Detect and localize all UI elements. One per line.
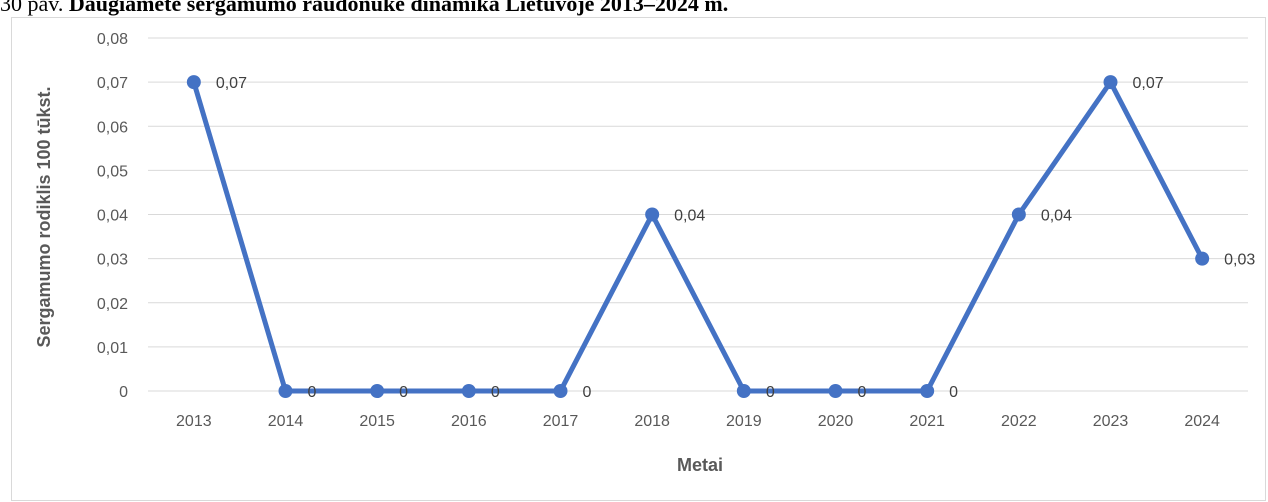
data-labels: 0,07 0 0 0 0 0,04 0 0 0 0,04 0,07 0,03 [216,75,1256,401]
data-label: 0,03 [1224,252,1255,269]
y-tick-label: 0,05 [97,163,128,180]
series-points [186,75,1210,398]
x-axis-title: Metai [677,455,723,475]
data-label: 0 [949,384,958,401]
figure-title: Daugiametė sergamumo raudonuke dinamika … [68,0,729,16]
data-label: 0 [766,384,775,401]
x-tick-label: 2023 [1093,413,1129,430]
figure-number: 30 pav. [0,0,64,16]
y-tick-label: 0,06 [97,119,128,136]
x-tick-label: 2016 [451,413,487,430]
y-axis-ticks: 0 0,01 0,02 0,03 0,04 0,05 0,06 0,07 0,08 [97,31,128,401]
x-axis-ticks: 2013 2014 2015 2016 2017 2018 2019 2020 2021 2022… [176,413,1220,430]
data-point [186,75,201,90]
x-tick-label: 2020 [818,413,854,430]
data-point [1103,75,1118,90]
y-tick-label: 0,03 [97,252,128,269]
data-point [370,384,385,398]
data-point [278,384,293,398]
data-label: 0,07 [216,75,247,92]
data-point [828,384,843,398]
x-tick-label: 2018 [634,413,670,430]
y-axis-title: Sergamumo rodiklis 100 tūkst. [34,86,54,347]
x-tick-label: 2024 [1184,413,1220,430]
data-label: 0,04 [1041,208,1072,225]
data-point [1195,251,1210,266]
series-line [191,79,1205,394]
y-tick-label: 0 [119,384,128,401]
data-point [736,384,751,398]
data-point [645,207,660,222]
data-point [920,384,935,398]
data-label: 0 [583,384,592,401]
data-label: 0 [858,384,867,401]
y-tick-label: 0,07 [97,75,128,92]
data-point [553,384,568,398]
y-tick-label: 0,08 [97,31,128,48]
x-tick-label: 2015 [359,413,395,430]
series-line-group [191,79,1205,394]
data-point [1011,207,1026,222]
data-label: 0,07 [1133,75,1164,92]
y-tick-label: 0,04 [97,208,128,225]
data-label: 0,04 [674,208,705,225]
x-tick-label: 2019 [726,413,762,430]
data-label: 0 [308,384,317,401]
x-tick-label: 2022 [1001,413,1037,430]
y-tick-label: 0,01 [97,340,128,357]
x-tick-label: 2017 [543,413,579,430]
figure-caption: 30 pav. Daugiametė sergamumo raudonuke d… [0,0,728,16]
data-point [461,384,476,398]
data-label: 0 [399,384,408,401]
x-tick-label: 2014 [268,413,304,430]
y-tick-label: 0,02 [97,296,128,313]
x-tick-label: 2013 [176,413,212,430]
x-tick-label: 2021 [909,413,945,430]
data-label: 0 [491,384,500,401]
